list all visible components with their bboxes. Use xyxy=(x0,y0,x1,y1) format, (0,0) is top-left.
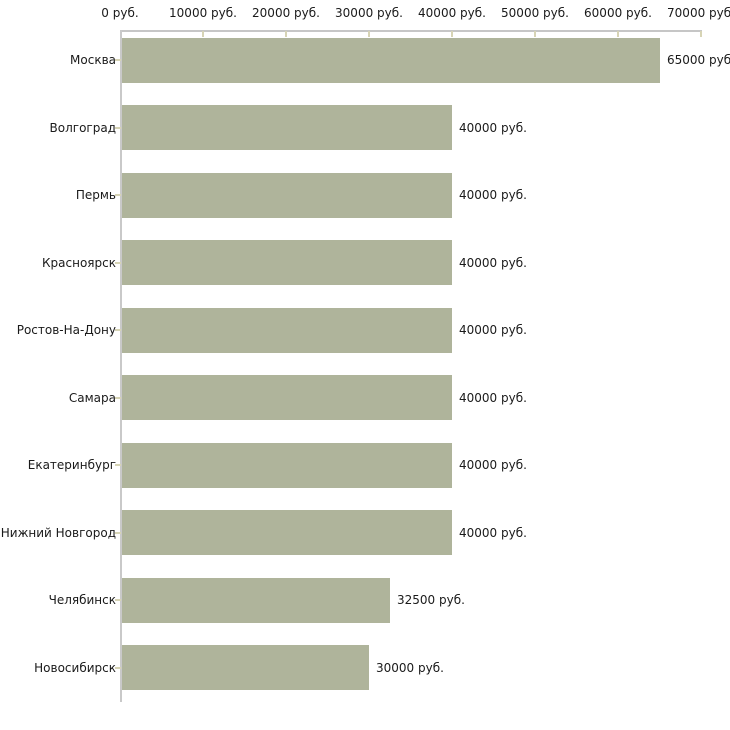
x-axis-tick-label: 20000 руб. xyxy=(252,6,320,20)
y-axis-tick-mark xyxy=(115,261,121,264)
bar xyxy=(122,105,452,150)
category-label: Нижний Новгород xyxy=(0,525,116,540)
bar xyxy=(122,375,452,420)
category-label: Челябинск xyxy=(48,593,116,607)
x-axis-tick-mark xyxy=(534,31,536,37)
value-label: 40000 руб. xyxy=(459,390,527,405)
y-axis-tick-mark xyxy=(115,599,121,601)
category-label: Красноярск xyxy=(42,255,116,270)
x-axis-tick-mark xyxy=(202,31,204,37)
bar xyxy=(122,240,452,285)
category-label: Пермь xyxy=(75,188,116,202)
bar xyxy=(122,172,452,218)
x-axis-tick-label: 0 руб. xyxy=(101,6,139,20)
x-axis-tick-label: 10000 руб. xyxy=(169,6,237,20)
bar xyxy=(122,442,452,488)
x-axis-tick-label: 60000 руб. xyxy=(584,6,652,20)
category-label: Волгоград xyxy=(49,120,116,135)
x-axis-tick-label: 30000 руб. xyxy=(335,6,403,20)
bar xyxy=(122,510,452,555)
value-label: 32500 руб. xyxy=(397,593,465,607)
x-axis-tick-mark xyxy=(700,31,702,37)
x-axis-tick-mark xyxy=(285,31,287,37)
y-axis-tick-mark xyxy=(115,464,121,466)
y-axis-tick-mark xyxy=(115,666,121,669)
x-axis-tick-mark xyxy=(368,31,370,37)
category-label: Москва xyxy=(70,53,116,67)
y-axis-tick-mark xyxy=(115,329,121,331)
category-label: Самара xyxy=(68,390,116,405)
category-label: Ростов-На-Дону xyxy=(16,323,116,337)
y-axis-tick-mark xyxy=(115,194,121,196)
y-axis-tick-mark xyxy=(115,396,121,399)
bar xyxy=(122,577,390,623)
value-label: 65000 руб. xyxy=(667,53,730,67)
value-label: 40000 руб. xyxy=(459,188,527,202)
y-axis-tick-mark xyxy=(115,59,121,61)
value-label: 40000 руб. xyxy=(459,323,527,337)
bar xyxy=(122,307,452,353)
x-axis-tick-label: 70000 руб. xyxy=(667,6,730,20)
category-label: Новосибирск xyxy=(34,660,116,675)
value-label: 40000 руб. xyxy=(459,255,527,270)
bar xyxy=(122,645,369,690)
x-axis-line xyxy=(120,30,702,32)
x-axis-tick-label: 50000 руб. xyxy=(501,6,569,20)
y-axis-tick-mark xyxy=(115,126,121,129)
x-axis-tick-mark xyxy=(451,31,453,37)
value-label: 30000 руб. xyxy=(376,660,444,675)
value-label: 40000 руб. xyxy=(459,525,527,540)
x-axis-tick-label: 40000 руб. xyxy=(418,6,486,20)
bar xyxy=(122,37,660,83)
value-label: 40000 руб. xyxy=(459,458,527,472)
y-axis-line xyxy=(120,30,122,702)
value-label: 40000 руб. xyxy=(459,120,527,135)
x-axis-tick-mark xyxy=(617,31,619,37)
category-label: Екатеринбург xyxy=(27,458,116,472)
y-axis-tick-mark xyxy=(115,531,121,534)
